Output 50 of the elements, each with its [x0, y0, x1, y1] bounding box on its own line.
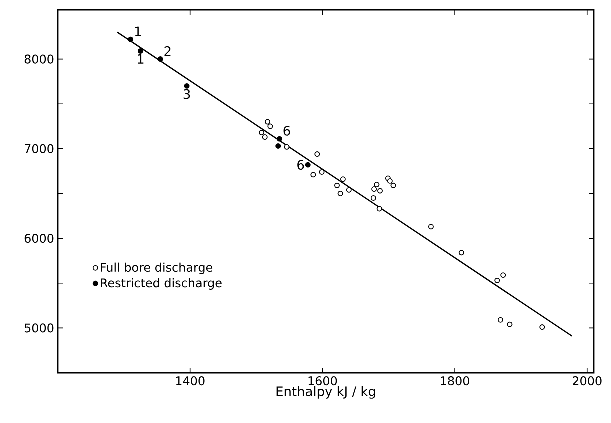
point — [374, 182, 380, 188]
point — [338, 190, 344, 196]
point — [376, 206, 382, 212]
point — [158, 56, 164, 62]
x-axis-title: Enthalpy kJ / kg — [276, 386, 376, 399]
annotation: 3 — [184, 89, 190, 100]
point — [310, 172, 316, 178]
annotation: 6 — [298, 160, 304, 170]
point — [276, 143, 282, 149]
y-tick-label: 7000 — [25, 144, 54, 154]
x-tick-label: 1600 — [308, 376, 338, 386]
legend-label: Restricted discharge — [101, 278, 222, 290]
y-tick-label: 5000 — [24, 324, 54, 333]
point — [390, 182, 396, 188]
point — [259, 130, 265, 136]
point — [265, 119, 271, 125]
point — [319, 169, 325, 175]
point — [458, 250, 464, 256]
point — [128, 36, 134, 42]
point — [314, 152, 320, 158]
point — [284, 144, 290, 150]
point — [334, 182, 340, 188]
point — [340, 176, 346, 182]
point — [372, 186, 378, 192]
x-tick-label: 1400 — [176, 376, 205, 386]
legend-label: Full bore discharge — [101, 262, 213, 274]
point — [276, 136, 282, 142]
point — [428, 224, 434, 230]
point — [498, 317, 504, 323]
point — [138, 48, 144, 54]
y-tick-label: 8000 — [24, 54, 54, 64]
point — [378, 188, 383, 194]
point — [305, 162, 311, 168]
point — [494, 278, 500, 284]
x-tick-label: 1800 — [441, 376, 470, 386]
point — [387, 178, 393, 184]
annotation: 6 — [284, 126, 290, 136]
point — [370, 195, 376, 201]
point — [540, 324, 546, 330]
x-tick-label: 2000 — [573, 376, 602, 386]
annotation: 1 — [138, 54, 144, 64]
point — [268, 124, 274, 130]
annotation: 1 — [135, 26, 142, 36]
y-tick-label: 6000 — [24, 234, 54, 244]
point — [346, 187, 352, 193]
point — [500, 272, 506, 278]
point — [262, 134, 268, 140]
point — [184, 83, 190, 89]
annotation: 2 — [164, 46, 171, 56]
point — [507, 322, 513, 328]
